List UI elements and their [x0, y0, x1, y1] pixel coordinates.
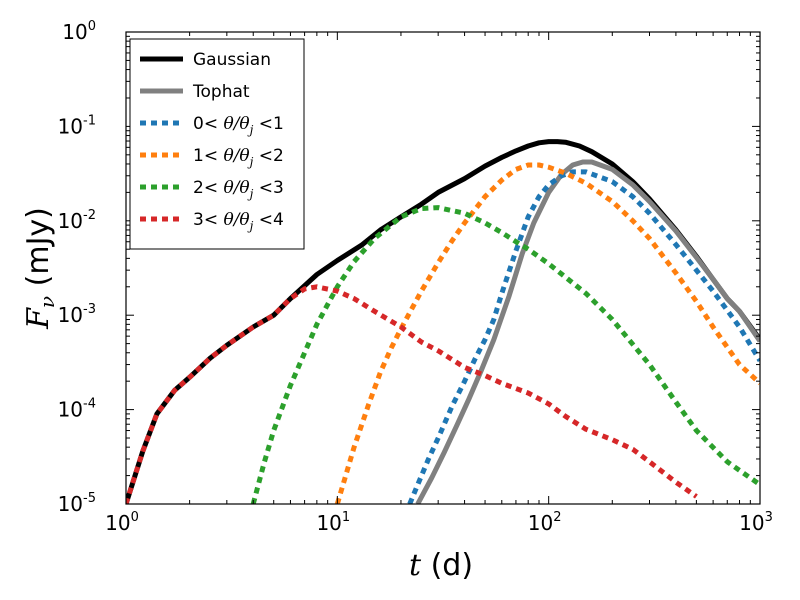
- tick-label-exponent: 1: [342, 510, 350, 525]
- x-axis-label-unit: (d): [421, 548, 473, 583]
- legend-item: Gaussian: [140, 50, 271, 70]
- x-tick-label: 101: [316, 510, 350, 535]
- legend-label-post: <1: [253, 114, 283, 134]
- legend-label-math: θ/θ: [223, 114, 249, 134]
- tick-label-exponent: -5: [83, 491, 96, 506]
- legend-item: 1< θ/θj <2: [140, 146, 284, 169]
- legend-label-post: <4: [253, 210, 283, 230]
- tick-label-exponent: -3: [83, 302, 96, 317]
- tick-label-base: 10: [528, 511, 553, 535]
- series-line-tophat: [415, 159, 760, 504]
- y-tick-label: 10-5: [58, 491, 96, 516]
- legend-label: 2< θ/θj <3: [193, 178, 284, 201]
- tick-label-base: 10: [58, 114, 83, 138]
- tick-label-exponent: 3: [765, 510, 773, 525]
- y-tick-label: 10-2: [58, 208, 96, 233]
- legend-label-sub: j: [247, 219, 254, 233]
- tick-label-base: 10: [105, 511, 130, 535]
- y-axis-label-unit: (mJy): [21, 207, 56, 296]
- tick-label-exponent: -1: [83, 113, 96, 128]
- tick-label-base: 10: [58, 209, 83, 233]
- legend-label-pre: Gaussian: [193, 50, 271, 70]
- tick-label-exponent: 0: [88, 19, 96, 34]
- x-tick-label: 103: [739, 510, 773, 535]
- legend-item: Tophat: [140, 82, 250, 102]
- ticks-layer: [125, 31, 761, 505]
- legend-item: 2< θ/θj <3: [140, 178, 284, 201]
- legend-label-sub: j: [247, 123, 254, 137]
- legend-item: 0< θ/θj <1: [140, 114, 284, 137]
- y-tick-label: 10-1: [58, 113, 96, 138]
- y-axis-label-var: F: [21, 307, 56, 330]
- legend-label: Tophat: [192, 82, 250, 102]
- x-tick-label: 102: [528, 510, 562, 535]
- legend-label: 0< θ/θj <1: [193, 114, 284, 137]
- x-axis-label: t (d): [409, 548, 473, 583]
- legend-label: Gaussian: [193, 50, 271, 70]
- series-line-1-j-2: [334, 162, 760, 504]
- legend-label-sub: j: [247, 187, 254, 201]
- legend-label-post: <3: [253, 178, 283, 198]
- legend-label: 1< θ/θj <2: [193, 146, 284, 169]
- series-line-2-j-3: [250, 205, 760, 504]
- legend-label-math: θ/θ: [223, 210, 249, 230]
- y-axis-label-sub: ν: [35, 296, 59, 308]
- series-line-0-j-1: [407, 169, 760, 504]
- legend-label: 3< θ/θj <4: [193, 210, 284, 233]
- y-axis-label: Fν (mJy): [21, 207, 59, 330]
- legend-box: [129, 38, 305, 250]
- y-tick-label: 100: [62, 19, 96, 44]
- legend-label-sub: j: [247, 155, 254, 169]
- legend-label-pre: 2<: [193, 178, 223, 198]
- series-line-3-j-4: [126, 284, 698, 504]
- plot-frame: [125, 31, 761, 505]
- legend-label-pre: Tophat: [192, 82, 250, 102]
- tick-label-base: 10: [58, 303, 83, 327]
- x-axis-label-var: t: [409, 548, 422, 583]
- legend-label-post: <2: [253, 146, 283, 166]
- y-tick-label: 10-4: [58, 397, 96, 422]
- legend-item: 3< θ/θj <4: [140, 210, 284, 233]
- tick-label-base: 10: [316, 511, 341, 535]
- y-tick-label: 10-3: [58, 302, 96, 327]
- tick-label-base: 10: [58, 398, 83, 422]
- legend-label-pre: 3<: [193, 210, 223, 230]
- tick-label-exponent: -4: [83, 397, 96, 412]
- tick-label-base: 10: [739, 511, 764, 535]
- tick-label-exponent: 2: [553, 510, 561, 525]
- legend-label-pre: 0<: [193, 114, 223, 134]
- legend-label-math: θ/θ: [223, 178, 249, 198]
- tick-label-base: 10: [58, 492, 83, 516]
- legend-label-pre: 1<: [193, 146, 223, 166]
- legend-label-math: θ/θ: [223, 146, 249, 166]
- tick-label-base: 10: [62, 20, 87, 44]
- tick-label-exponent: -2: [83, 208, 96, 223]
- x-tick-label: 100: [105, 510, 139, 535]
- tick-label-exponent: 0: [131, 510, 139, 525]
- series-layer: [126, 139, 760, 504]
